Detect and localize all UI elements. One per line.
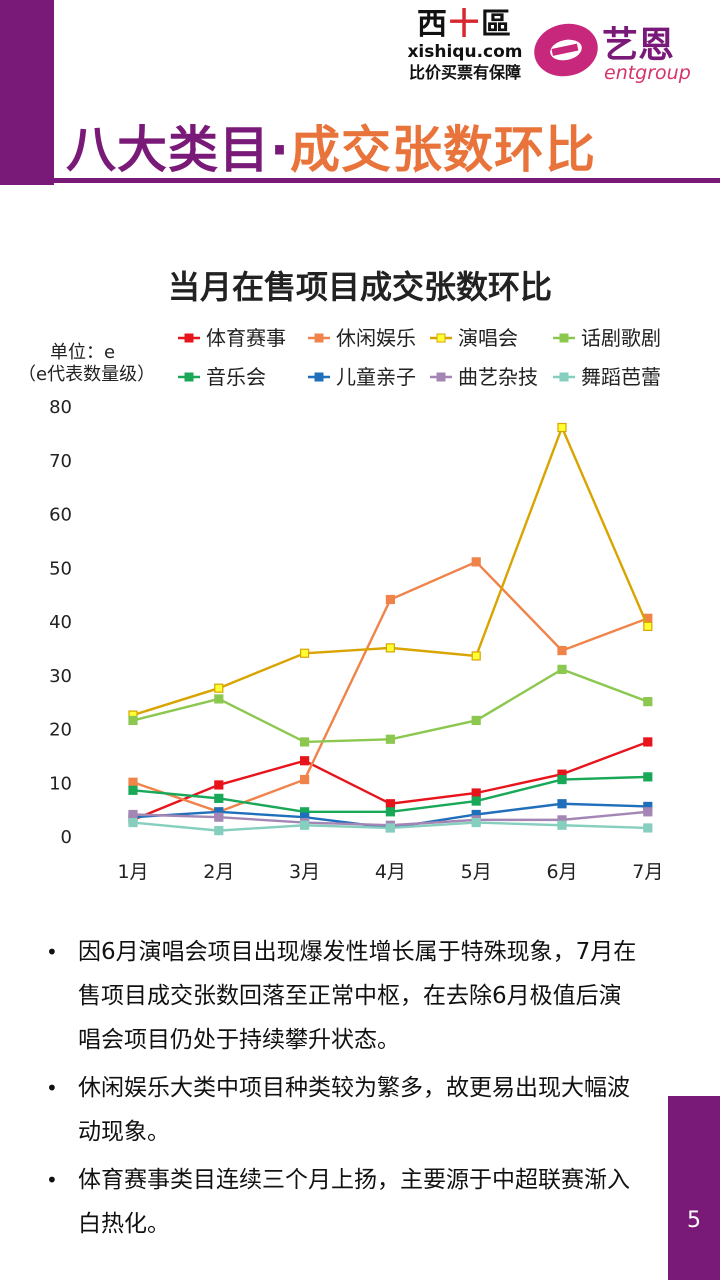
x-tick-label: 7月 <box>632 861 663 883</box>
entgroup-logo-sub: entgroup <box>604 62 691 84</box>
page-title-part1: 八大类目· <box>66 121 290 179</box>
xishiqu-logo-url: xishiqu.com <box>407 42 523 62</box>
data-point <box>643 737 653 747</box>
bullet-item: • 休闲娱乐大类中项目种类较为繁多，故更易出现大幅波动现象。 <box>44 1066 644 1154</box>
chart-title: 当月在售项目成交张数环比 <box>167 268 552 306</box>
legend-label: 音乐会 <box>206 365 266 389</box>
data-point <box>300 820 310 830</box>
xishiqu-logo-mark: 西十區 <box>417 7 513 42</box>
data-point <box>643 697 653 707</box>
data-point <box>128 777 138 787</box>
data-point <box>471 557 481 567</box>
x-tick-label: 4月 <box>375 861 406 883</box>
y-tick-label: 70 <box>49 451 72 472</box>
legend-label: 舞蹈芭蕾 <box>581 365 661 389</box>
bullet-marker: • <box>46 940 58 964</box>
entgroup-logo-icon <box>534 23 598 77</box>
legend-label: 曲艺杂技 <box>458 365 538 389</box>
legend-swatch-marker <box>314 333 324 343</box>
y-tick-label: 50 <box>49 558 72 579</box>
y-tick-label: 0 <box>61 827 72 848</box>
line-chart: 0 10 20 30 40 50 60 70 80 1月 2月 3月 4月 5月 6月 7月 体育赛事 休闲娱乐 演… <box>49 326 663 883</box>
data-point <box>385 734 395 744</box>
data-point <box>471 651 481 661</box>
chart-unit-note: （e代表数量级） <box>18 364 156 385</box>
y-tick-label: 30 <box>49 666 72 687</box>
data-point <box>300 774 310 785</box>
y-tick-label: 10 <box>49 773 72 794</box>
legend-label: 儿童亲子 <box>336 365 416 389</box>
data-point <box>300 648 310 658</box>
data-point <box>471 796 481 806</box>
data-point <box>128 785 138 795</box>
legend-label: 演唱会 <box>458 326 518 350</box>
legend-swatch-marker <box>559 372 569 382</box>
legend-swatch-marker <box>184 372 194 382</box>
bullet-item: • 体育赛事类目连续三个月上扬，主要源于中超联赛渐入白热化。 <box>44 1158 644 1246</box>
xishiqu-logo-slogan: 比价买票有保障 <box>408 63 521 82</box>
page-number-box: 5 <box>668 1096 720 1280</box>
data-point <box>128 809 138 820</box>
data-point <box>471 715 481 726</box>
data-point <box>214 780 224 790</box>
bullet-item: • 因6月演唱会项目出现爆发性增长属于特殊现象，7月在售项目成交张数回落至正常中枢… <box>44 930 644 1062</box>
data-point <box>214 694 224 704</box>
data-point <box>557 820 567 830</box>
x-tick-label: 3月 <box>289 861 320 883</box>
data-point <box>643 823 653 833</box>
legend-swatch-marker <box>184 333 194 343</box>
data-point <box>557 774 567 785</box>
data-point <box>471 817 481 828</box>
data-point <box>471 788 481 798</box>
data-point <box>214 793 224 803</box>
data-point <box>214 812 224 822</box>
legend-swatch-marker <box>559 333 569 343</box>
header-accent-bar <box>0 0 54 185</box>
data-point <box>128 817 138 828</box>
entgroup-logo-name: 艺恩 <box>602 25 675 66</box>
y-tick-label: 20 <box>49 720 72 741</box>
bullet-marker: • <box>46 1168 58 1192</box>
x-tick-label: 1月 <box>117 861 148 883</box>
bullet-list: • 因6月演唱会项目出现爆发性增长属于特殊现象，7月在售项目成交张数回落至正常中枢… <box>44 930 644 1250</box>
series-line <box>132 668 649 744</box>
data-point <box>557 645 567 656</box>
data-point <box>214 683 224 693</box>
y-tick-label: 60 <box>49 505 72 526</box>
data-point <box>643 772 653 782</box>
legend-swatch-marker <box>436 372 446 382</box>
chart-unit-label: 单位：e <box>50 342 116 363</box>
data-point <box>300 737 310 747</box>
y-tick-label: 40 <box>49 612 72 633</box>
header-divider <box>54 178 720 183</box>
page-number: 5 <box>687 1208 701 1233</box>
entgroup-logo: 艺恩 entgroup <box>530 16 710 86</box>
legend-swatch-marker <box>436 333 446 343</box>
xishiqu-logo: 西十區 xishiqu.com 比价买票有保障 <box>392 8 538 84</box>
x-tick-label: 5月 <box>461 861 492 883</box>
bullet-marker: • <box>46 1076 58 1100</box>
page-title-part2: 成交张数环比 <box>290 121 596 179</box>
legend-label: 话剧歌剧 <box>581 326 661 350</box>
data-point <box>385 823 395 833</box>
data-point <box>643 621 653 631</box>
data-point <box>557 799 567 809</box>
data-point <box>643 807 653 817</box>
legend-swatch-marker <box>314 372 324 382</box>
legend-label: 休闲娱乐 <box>336 326 416 350</box>
x-tick-label: 6月 <box>546 861 577 883</box>
data-point <box>385 807 395 817</box>
data-point <box>128 715 138 726</box>
x-tick-label: 2月 <box>203 861 234 883</box>
data-point <box>385 594 395 605</box>
data-point <box>385 799 395 809</box>
legend-label: 体育赛事 <box>206 326 286 350</box>
data-point <box>300 756 310 766</box>
y-tick-label: 80 <box>49 397 72 418</box>
data-point <box>385 643 395 653</box>
data-point <box>557 664 567 674</box>
page-title: 八大类目·成交张数环比 <box>66 110 596 182</box>
data-point <box>557 422 567 433</box>
data-point <box>214 826 224 836</box>
